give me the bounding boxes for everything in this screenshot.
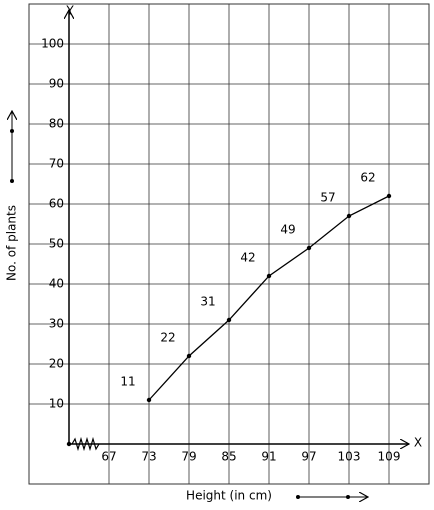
data-label: 31: [200, 295, 215, 309]
y-tick-label: 60: [49, 197, 64, 211]
x-axis-name: X: [414, 436, 422, 450]
x-tick-label: 67: [101, 450, 116, 464]
y-tick-label: 70: [49, 157, 64, 171]
data-label: 11: [120, 375, 135, 389]
x-axis-label: Height (in cm): [186, 489, 272, 503]
y-tick-label: 40: [49, 277, 64, 291]
data-label: 49: [280, 223, 295, 237]
x-tick-label: 91: [261, 450, 276, 464]
data-label: 62: [360, 171, 375, 185]
y-tick-label: 90: [49, 77, 64, 91]
data-label: 42: [240, 251, 255, 265]
data-point: [186, 353, 192, 359]
x-tick-label: 73: [141, 450, 156, 464]
data-point: [226, 317, 232, 323]
y-tick-label: 80: [49, 117, 64, 131]
y-tick-label: 10: [49, 397, 64, 411]
x-tick-label: 79: [181, 450, 196, 464]
x-tick-label: 103: [338, 450, 361, 464]
data-point: [146, 397, 152, 403]
y-tick-label: 20: [49, 357, 64, 371]
data-label: 22: [160, 331, 175, 345]
y-tick-label: 100: [41, 37, 64, 51]
y-axis-name: Y: [65, 4, 74, 18]
origin-dot: [66, 441, 72, 447]
data-point: [386, 193, 392, 199]
x-label-arrow: [296, 495, 368, 499]
x-tick-label: 97: [301, 450, 316, 464]
x-tick-label: 85: [221, 450, 236, 464]
grid: [29, 4, 429, 484]
data-point: [306, 245, 312, 251]
y-label-arrow: [10, 111, 14, 183]
y-tick-label: 50: [49, 237, 64, 251]
x-tick-label: 109: [378, 450, 401, 464]
y-tick-label: 30: [49, 317, 64, 331]
data-point: [266, 273, 272, 279]
axis-break: [71, 436, 100, 452]
data-point: [346, 213, 352, 219]
y-axis-label: No. of plants: [5, 205, 19, 281]
data-label: 57: [320, 191, 335, 205]
